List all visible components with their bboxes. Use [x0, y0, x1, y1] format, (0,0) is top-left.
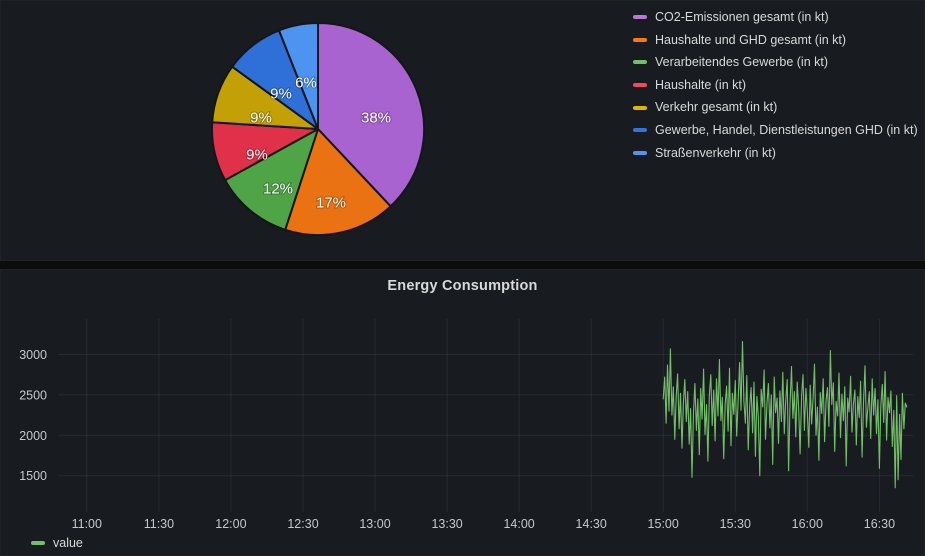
- pie-legend-label: Haushalte (in kt): [655, 77, 747, 92]
- x-tick-label: 15:00: [648, 517, 679, 531]
- pie-legend-swatch: [633, 15, 647, 20]
- pie-percent-label: 6%: [295, 75, 317, 92]
- pie-panel: 38% 17% 12% 9% 9% 9% 6% CO2-Emissionen gesamt …: [0, 0, 925, 261]
- y-tick-label: 3000: [19, 348, 47, 362]
- x-tick-label: 12:30: [287, 517, 318, 531]
- x-tick-label: 13:00: [359, 517, 390, 531]
- x-tick-label: 16:30: [864, 517, 895, 531]
- pie-chart: 38%17%12%9%9%9%6%: [211, 21, 426, 237]
- x-tick-label: 14:30: [576, 517, 607, 531]
- pie-legend-label: Straßenverkehr (in kt): [655, 145, 776, 160]
- pie-legend-swatch: [633, 105, 647, 110]
- pie-slice[interactable]: [224, 128, 319, 231]
- pie-legend-label: Verarbeitendes Gewerbe (in kt): [655, 55, 829, 70]
- y-tick-label: 2500: [19, 388, 47, 402]
- pie-legend-item[interactable]: CO2-Emissionen gesamt (in kt): [633, 6, 918, 29]
- series-legend-label: value: [53, 535, 83, 550]
- series-line-value: [662, 341, 908, 489]
- pie-percent-label: 9%: [246, 147, 268, 164]
- panel-title[interactable]: Energy Consumption: [387, 278, 538, 294]
- pie-percent-label: 38%: [361, 110, 391, 127]
- pie-legend-item[interactable]: Straßenverkehr (in kt): [633, 142, 918, 165]
- pie-legend-item[interactable]: Haushalte und GHD gesamt (in kt): [633, 29, 918, 52]
- x-tick-label: 11:00: [72, 517, 102, 531]
- pie-legend-label: Haushalte und GHD gesamt (in kt): [655, 32, 847, 47]
- pie-slice[interactable]: [284, 128, 392, 237]
- pie-percent-label: 12%: [263, 181, 293, 198]
- pie-legend-swatch: [633, 83, 647, 88]
- pie-percent-label: 9%: [270, 86, 292, 103]
- pie-slice[interactable]: [317, 22, 426, 208]
- y-tick-label: 2000: [19, 429, 47, 443]
- series-legend-swatch: [31, 540, 45, 545]
- pie-legend-label: Verkehr gesamt (in kt): [655, 100, 778, 115]
- pie-legend-label: Gewerbe, Handel, Dienstleistungen GHD (i…: [655, 123, 918, 138]
- pie-legend-item[interactable]: Verkehr gesamt (in kt): [633, 96, 918, 119]
- pie-legend-swatch: [633, 60, 647, 65]
- timeseries-panel: Energy Consumption 11:00 11:30 12:00 12:30 1…: [0, 269, 925, 556]
- pie-legend-swatch: [633, 37, 647, 42]
- timeseries-chart[interactable]: 11:00 11:30 12:00 12:30 13:00 13:30 14:00 14:30…: [1, 270, 924, 555]
- pie-percent-label: 9%: [250, 110, 272, 127]
- pie-legend: CO2-Emissionen gesamt (in kt) Haushalte u…: [633, 6, 918, 164]
- x-tick-label: 11:30: [144, 517, 174, 531]
- x-tick-label: 16:00: [792, 517, 823, 531]
- pie-percent-label: 17%: [316, 195, 346, 212]
- y-tick-label: 1500: [19, 469, 47, 483]
- x-tick-label: 13:30: [431, 517, 462, 531]
- x-tick-label: 12:00: [215, 517, 246, 531]
- pie-legend-item[interactable]: Gewerbe, Handel, Dienstleistungen GHD (i…: [633, 119, 918, 142]
- series-legend-item[interactable]: value: [31, 535, 83, 550]
- x-tick-label: 15:30: [720, 517, 751, 531]
- pie-legend-swatch: [633, 150, 647, 155]
- pie-legend-item[interactable]: Haushalte (in kt): [633, 74, 918, 97]
- pie-legend-swatch: [633, 128, 647, 133]
- pie-legend-item[interactable]: Verarbeitendes Gewerbe (in kt): [633, 51, 918, 74]
- x-tick-label: 14:00: [503, 517, 534, 531]
- pie-slice[interactable]: [278, 21, 319, 130]
- pie-legend-label: CO2-Emissionen gesamt (in kt): [655, 10, 829, 25]
